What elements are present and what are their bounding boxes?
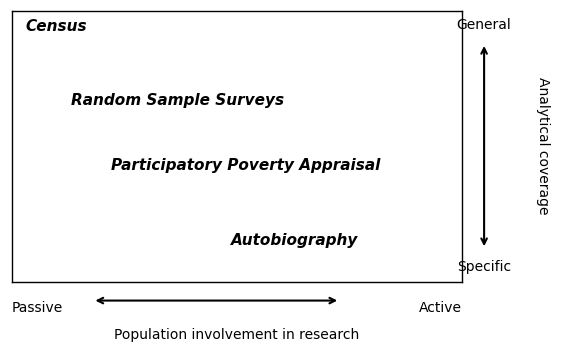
Text: Autobiography: Autobiography [231,233,359,249]
Text: Specific: Specific [457,260,511,274]
Text: Random Sample Surveys: Random Sample Surveys [72,93,284,107]
Text: Active: Active [418,301,462,315]
Text: Participatory Poverty Appraisal: Participatory Poverty Appraisal [111,158,380,172]
Text: Census: Census [25,19,87,34]
Text: Population involvement in research: Population involvement in research [114,328,359,342]
Text: Analytical coverage: Analytical coverage [535,77,550,215]
Text: General: General [457,18,511,32]
Text: Passive: Passive [12,301,63,315]
